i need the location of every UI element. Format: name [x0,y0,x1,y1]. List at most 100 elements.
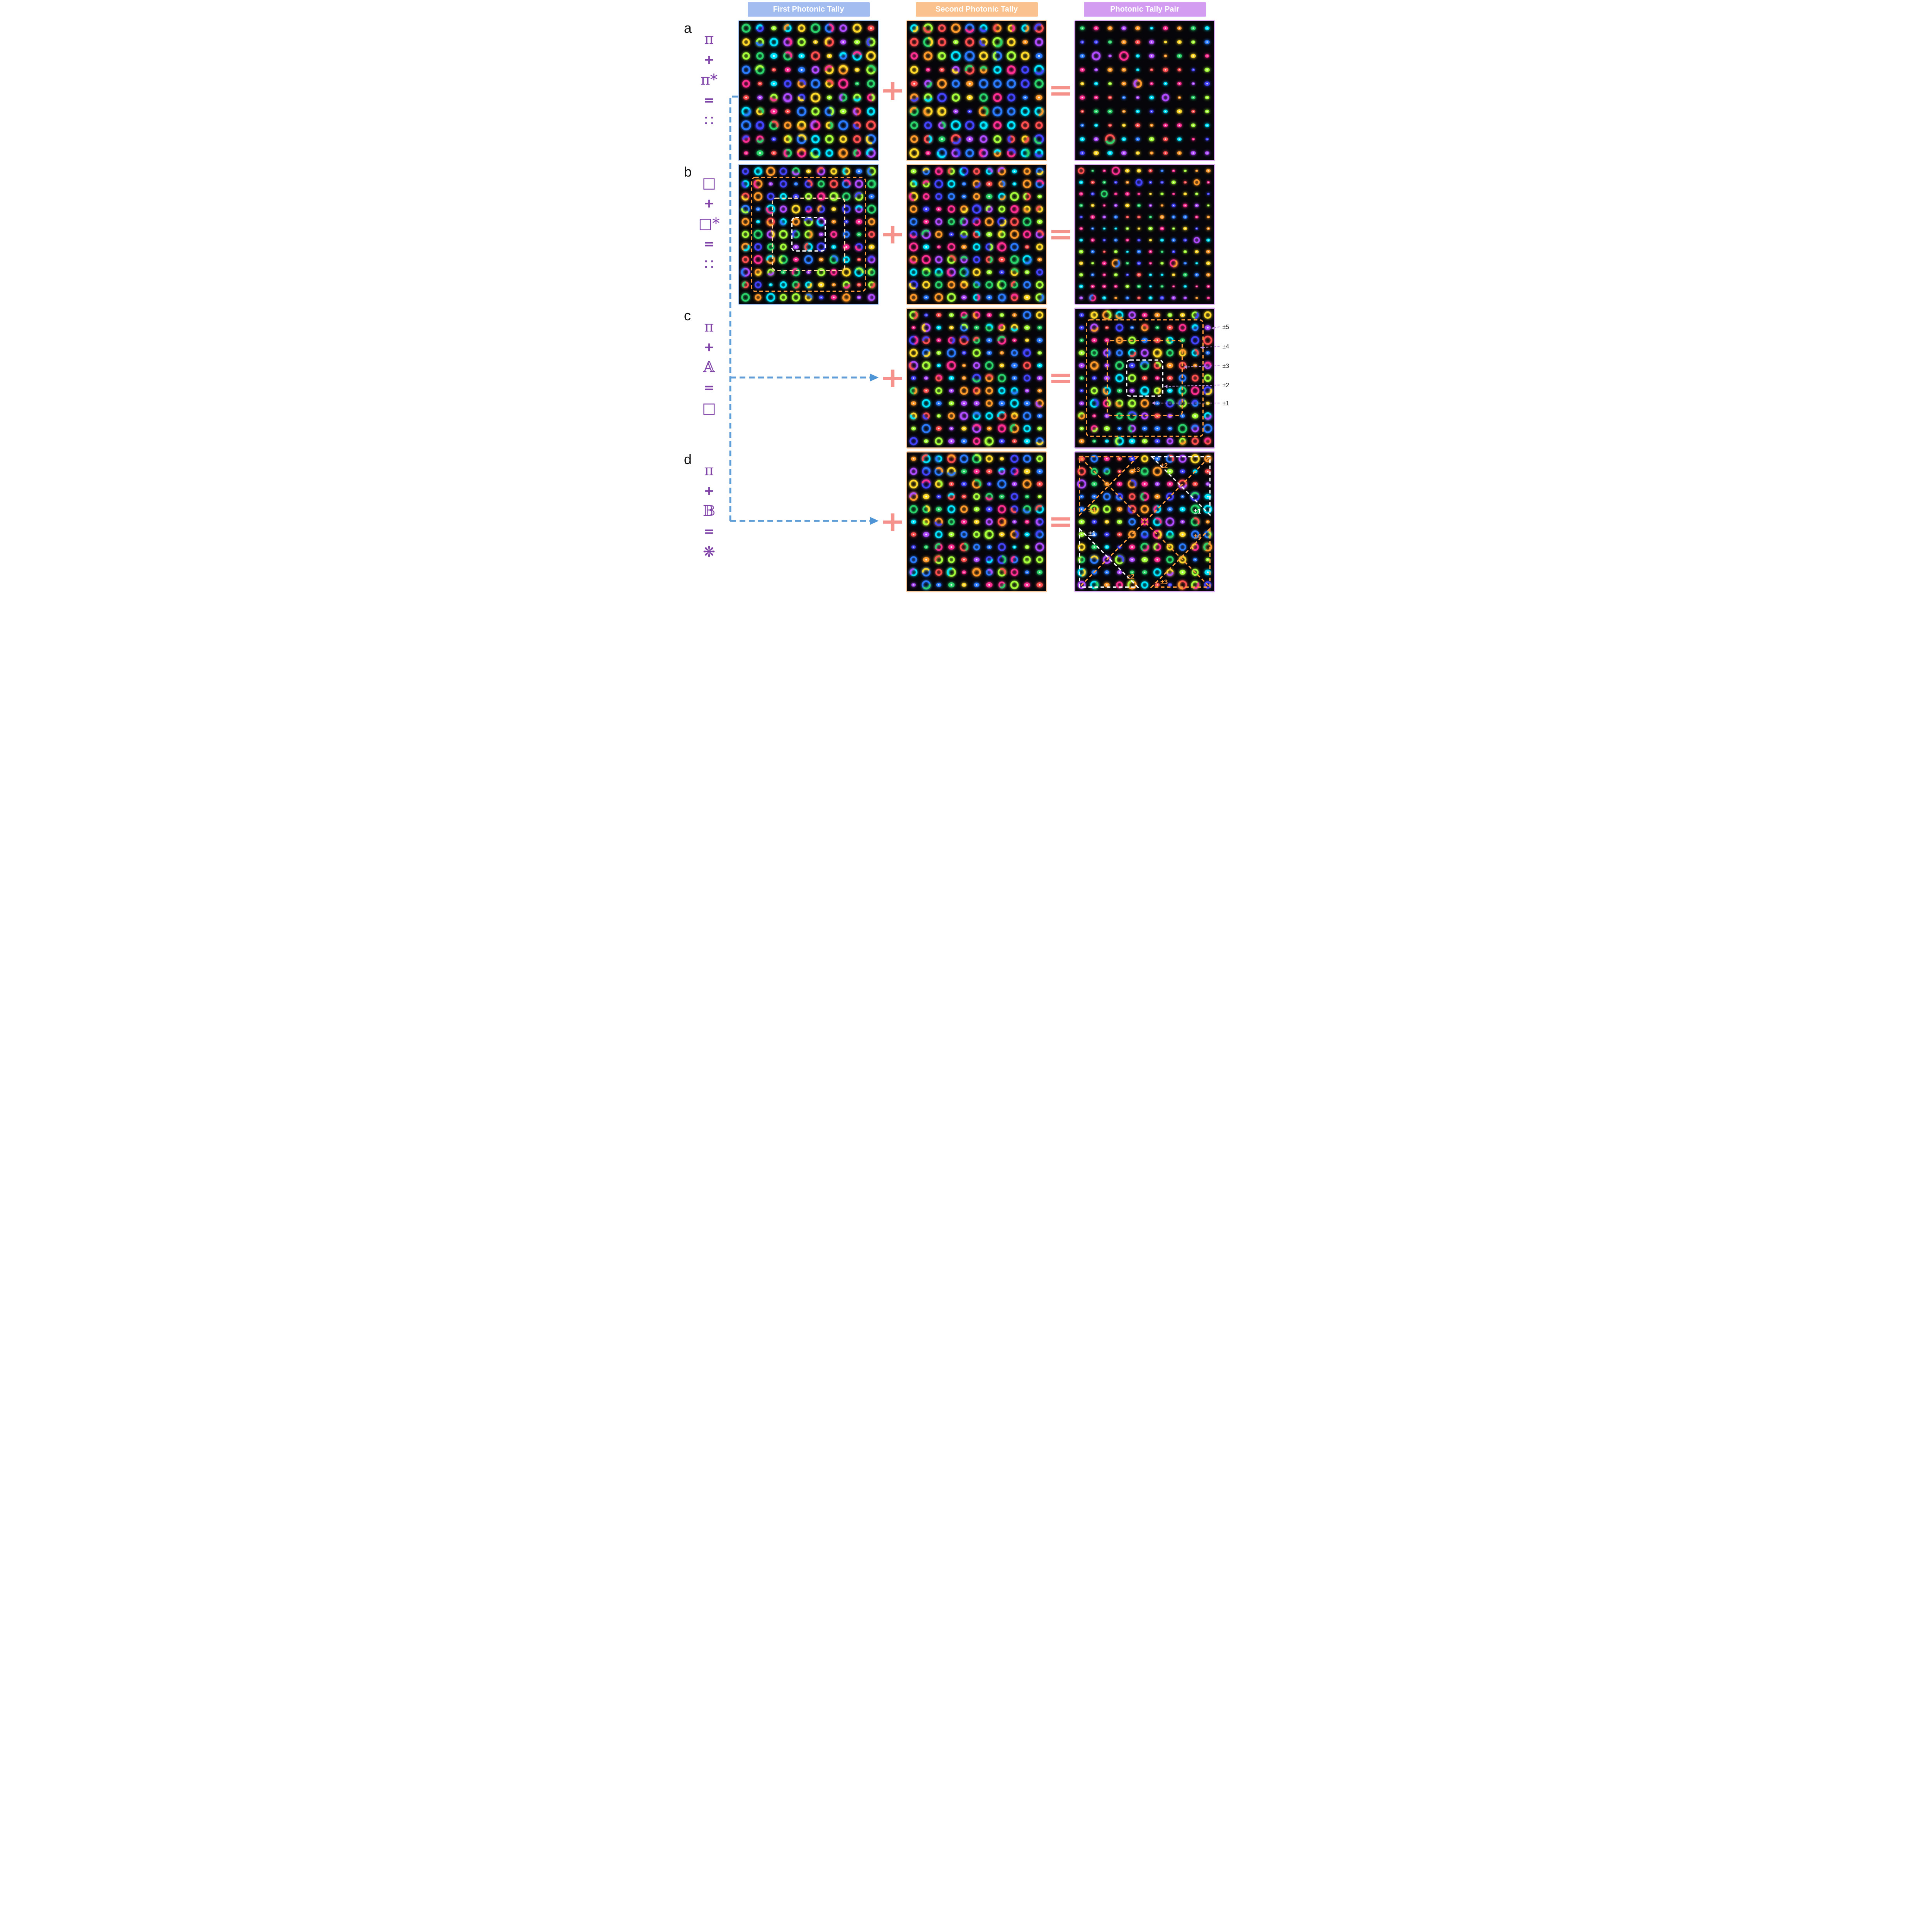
order-boundary-square [1126,359,1163,397]
panel-d-first-tally-reused [738,450,879,591]
tally-canvas [1075,21,1214,160]
equation-plus-sign: + [704,483,714,498]
equals-operator: = [1048,362,1073,394]
operator-cell: = [1047,19,1074,162]
header-second-photonic-tally: Second Photonic Tally [915,2,1038,17]
order-annotation: ±4 [1200,344,1229,350]
plus-operator: + [880,505,905,538]
panel-a-tally-pair [1074,20,1215,161]
svg-text:±1: ±1 [1223,400,1229,407]
equation-symbol-square: □ [702,399,716,417]
order-boundary-square [751,177,866,292]
tally-canvas [1075,309,1214,447]
equation-equals-sign: = [704,236,714,252]
equation-equals-sign: = [704,524,714,539]
operator-cell: = [1047,162,1074,306]
equals-operator: = [1048,74,1073,107]
equation-symbol-doublestruck-a: 𝔸 [703,359,715,376]
panel-d-second-tally [906,451,1047,592]
row-label-a: a [684,20,692,36]
order-label: ±4 [1194,532,1201,540]
operator-cell: + [879,162,906,306]
order-sector-triangle [1150,527,1211,588]
equation-column-b: b □ + □* = ∷ [680,162,738,306]
panel-d-tally-pair: ±3 ±2 ±4 ±1 ±1 ±4 ±2 ±3 [1074,451,1215,592]
tally-canvas [1075,165,1214,304]
panel-overlay [907,452,1046,591]
operator-cell: + [879,306,906,450]
equation-equals-sign: = [704,380,714,395]
order-label: ±4 [1088,506,1096,514]
panel-b-second-tally [906,164,1047,305]
tally-canvas [907,452,1046,591]
header-first-photonic-tally: First Photonic Tally [747,2,870,17]
operator-cell: + [879,450,906,594]
panel-b-first-tally [738,164,879,305]
equals-operator: = [1048,505,1073,538]
order-boundary-square [772,197,845,271]
order-boundary-square [1086,319,1204,437]
panel-overlay [1075,21,1214,160]
row-label-b: b [684,164,692,180]
row-label-c: c [684,308,691,323]
svg-text:±3: ±3 [1223,363,1230,369]
equation-column-c: c π + 𝔸 = □ [680,306,738,450]
figure-root: First Photonic Tally Second Photonic Tal… [680,0,1252,594]
equation-symbol-pi-conjugate: π* [701,71,718,88]
tally-canvas [907,165,1046,304]
tally-canvas [907,309,1046,447]
panel-a-second-tally [906,20,1047,161]
panel-overlay-order-annotations: ±5 ±4 ±3 ±2 ±1 [1086,319,1229,437]
svg-text:±5: ±5 [1223,324,1230,330]
order-label: ±3 [1133,466,1140,473]
panel-overlay [907,165,1046,304]
panel-c-tally-pair: ±5 ±4 ±3 ±2 ±1 [1074,308,1229,449]
order-sector-triangle [1079,527,1139,588]
equation-symbol-square: □ [702,174,716,191]
order-annotation: ±5 [1211,324,1229,330]
equation-symbol-four-dots: ∷ [704,112,714,129]
panel-b-tally-pair [1074,164,1215,305]
panel-overlay-sector-annotations: ±3 ±2 ±4 ±1 ±1 ±4 ±2 ±3 [1079,456,1211,588]
panel-overlay [739,21,878,160]
equation-symbol-square-conjugate: □* [698,215,720,232]
order-label: ±2 [1127,573,1134,580]
order-annotation: ±3 [1184,363,1229,369]
panel-overlay [907,21,1046,160]
equation-symbol-doublestruck-b: 𝔹 [702,502,716,520]
equation-equals-sign: = [704,93,714,108]
operator-cell: + [879,19,906,162]
plus-operator: + [880,218,905,250]
order-sector-triangle [1150,456,1211,517]
operator-cell: = [1047,306,1074,450]
operator-cell: = [1047,450,1074,594]
order-sector-triangle [1079,456,1139,517]
svg-text:±2: ±2 [1223,382,1229,389]
equation-symbol-pi: π [704,318,714,335]
equals-operator: = [1048,218,1073,250]
panel-overlay-nested-squares [751,177,866,292]
equation-symbol-flower: ❋ [703,543,715,560]
order-label: ±2 [1160,461,1168,469]
panel-overlay [907,309,1046,447]
equation-symbol-four-dots: ∷ [704,255,714,273]
equation-plus-sign: + [704,339,714,354]
equation-plus-sign: + [704,52,714,67]
equation-column-d: d π + 𝔹 = ❋ [680,450,738,594]
order-label: ±1 [1194,507,1201,515]
svg-text:±4: ±4 [1223,344,1230,350]
plus-operator: + [880,74,905,107]
order-boundary-square [1106,340,1183,417]
panel-c-second-tally [906,308,1047,449]
equation-column-a: a π + π* = ∷ [680,19,738,162]
order-annotation: ±2 [1164,382,1229,389]
panel-overlay [1075,165,1214,304]
order-label: ±1 [1088,529,1096,537]
order-annotation: ±1 [1151,400,1229,407]
equation-symbol-pi: π [704,462,714,479]
order-label: ±3 [1160,578,1168,586]
plus-operator: + [880,362,905,394]
panel-c-first-tally-reused [738,306,879,447]
tally-canvas [907,21,1046,160]
order-boundary-square [791,217,826,252]
